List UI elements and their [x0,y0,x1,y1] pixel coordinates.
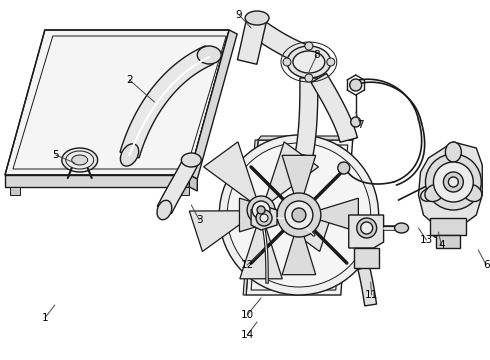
Polygon shape [437,235,460,248]
Polygon shape [243,140,258,295]
Circle shape [247,196,275,224]
Ellipse shape [197,46,221,64]
Polygon shape [189,175,197,191]
Polygon shape [430,218,466,235]
Polygon shape [5,30,229,175]
Polygon shape [271,211,333,252]
Circle shape [252,201,270,219]
Polygon shape [246,140,353,295]
Polygon shape [282,229,316,275]
Circle shape [260,214,268,222]
Text: 10: 10 [241,310,254,320]
Ellipse shape [425,184,444,202]
Circle shape [350,79,362,91]
Polygon shape [418,142,482,228]
Circle shape [448,177,458,187]
Text: 13: 13 [420,235,433,245]
Ellipse shape [62,148,98,172]
Circle shape [257,206,265,214]
Text: 3: 3 [196,215,202,225]
Ellipse shape [463,184,482,202]
Polygon shape [354,248,379,268]
Polygon shape [189,30,237,179]
Polygon shape [349,215,384,248]
Polygon shape [258,136,356,140]
Polygon shape [240,222,282,279]
Polygon shape [157,157,198,213]
Text: 14: 14 [241,330,254,340]
Circle shape [361,222,373,234]
Circle shape [256,210,272,226]
Circle shape [425,154,481,210]
Polygon shape [423,190,447,234]
Polygon shape [251,20,312,66]
Text: 2: 2 [126,75,133,85]
Text: 1: 1 [42,313,48,323]
Ellipse shape [445,142,461,162]
Circle shape [219,135,379,295]
Circle shape [443,172,464,192]
Circle shape [434,162,473,202]
Polygon shape [313,198,358,232]
Ellipse shape [157,200,172,220]
Text: 9: 9 [236,10,243,20]
Polygon shape [189,211,251,252]
Circle shape [277,193,321,237]
Polygon shape [120,46,213,158]
Ellipse shape [287,46,331,78]
Circle shape [351,117,361,127]
Circle shape [305,42,313,50]
Polygon shape [179,187,189,195]
Polygon shape [358,266,377,306]
Text: 11: 11 [365,290,378,300]
Text: 12: 12 [241,260,254,270]
Ellipse shape [431,226,446,238]
Ellipse shape [293,51,325,73]
Text: 4: 4 [438,240,445,250]
Polygon shape [5,175,189,187]
Polygon shape [266,142,319,202]
Ellipse shape [394,223,409,233]
Text: 6: 6 [483,260,490,270]
Polygon shape [10,187,20,195]
Circle shape [283,58,291,66]
Text: 5: 5 [52,150,59,160]
Circle shape [357,218,377,238]
Ellipse shape [421,189,436,201]
Ellipse shape [245,11,269,25]
Polygon shape [251,205,277,230]
Polygon shape [238,15,267,64]
Circle shape [327,58,335,66]
Text: 8: 8 [314,50,320,60]
Polygon shape [311,73,357,142]
Polygon shape [240,198,285,232]
Ellipse shape [121,144,139,166]
Circle shape [285,201,313,229]
Polygon shape [204,142,257,202]
Text: 7: 7 [357,120,364,130]
Ellipse shape [181,153,201,167]
Circle shape [292,208,306,222]
Ellipse shape [72,155,88,165]
Circle shape [338,162,350,174]
Polygon shape [295,78,318,157]
Circle shape [305,74,313,82]
Polygon shape [282,155,316,201]
Ellipse shape [66,151,94,169]
Circle shape [227,143,370,287]
